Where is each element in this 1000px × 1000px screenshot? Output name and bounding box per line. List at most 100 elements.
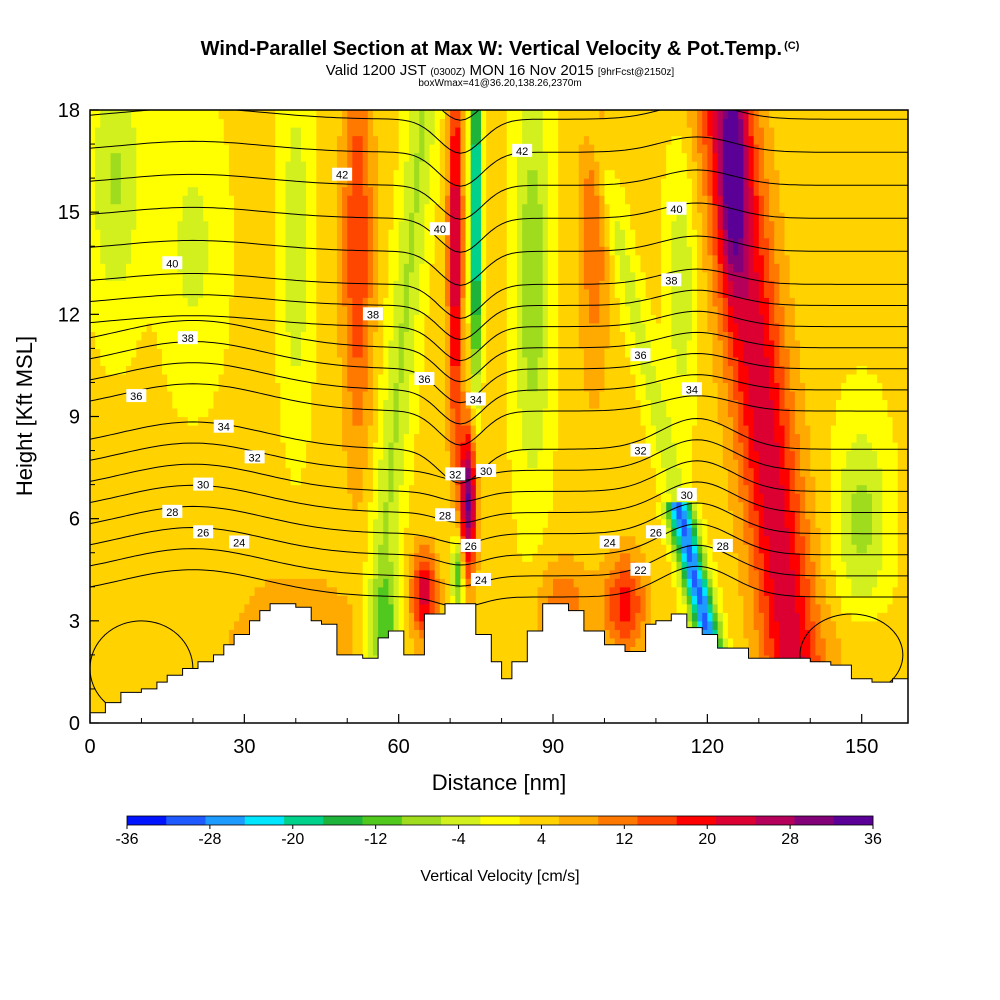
velocity-cell (218, 390, 225, 401)
velocity-cell (182, 152, 189, 162)
velocity-cell (115, 629, 122, 639)
velocity-cell (162, 578, 168, 588)
velocity-cell (419, 135, 425, 145)
velocity-cell (203, 288, 209, 298)
velocity-cell (429, 127, 436, 137)
velocity-cell (414, 603, 420, 613)
velocity-cell (120, 254, 127, 264)
velocity-cell (100, 178, 107, 188)
velocity-cell (290, 161, 297, 171)
velocity-cell (439, 305, 446, 315)
velocity-cell (270, 407, 276, 418)
velocity-cell (372, 220, 379, 230)
velocity-cell (403, 161, 410, 171)
velocity-cell (331, 373, 338, 384)
velocity-cell (378, 442, 384, 452)
velocity-cell (367, 135, 374, 145)
velocity-cell (419, 280, 425, 290)
velocity-cell (249, 118, 256, 128)
velocity-cell (347, 637, 353, 647)
velocity-cell (403, 280, 410, 290)
velocity-cell (177, 518, 184, 528)
velocity-cell (244, 459, 251, 469)
velocity-cell (362, 169, 369, 179)
velocity-cell (203, 229, 209, 239)
velocity-cell (414, 161, 420, 171)
velocity-cell (316, 535, 323, 545)
velocity-cell (408, 127, 415, 137)
velocity-cell (100, 297, 107, 307)
velocity-cell (151, 603, 158, 613)
velocity-cell (156, 305, 163, 315)
velocity-cell (213, 390, 220, 401)
velocity-cell (408, 467, 415, 477)
velocity-cell (419, 484, 425, 494)
velocity-cell (336, 552, 343, 562)
velocity-cell (331, 493, 338, 503)
velocity-cell (378, 629, 384, 639)
velocity-cell (228, 578, 235, 588)
velocity-cell (408, 442, 415, 452)
velocity-cell (311, 433, 317, 443)
velocity-cell (228, 527, 235, 537)
velocity-cell (126, 297, 132, 307)
velocity-cell (213, 271, 220, 281)
velocity-cell (403, 339, 410, 349)
velocity-cell (300, 527, 307, 537)
velocity-cell (434, 373, 441, 384)
velocity-cell (177, 348, 184, 358)
velocity-cell (429, 510, 436, 520)
velocity-cell (367, 416, 374, 426)
velocity-cell (203, 203, 209, 213)
velocity-cell (131, 595, 137, 605)
velocity-cell (388, 144, 395, 154)
velocity-cell (403, 178, 410, 188)
velocity-cell (434, 322, 441, 332)
velocity-cell (136, 254, 143, 264)
velocity-cell (331, 348, 338, 358)
velocity-cell (372, 595, 379, 605)
velocity-cell (403, 246, 410, 256)
velocity-cell (177, 578, 184, 588)
velocity-cell (136, 663, 143, 673)
velocity-cell (234, 203, 240, 213)
velocity-cell (259, 390, 266, 401)
velocity-cell (95, 382, 101, 392)
velocity-cell (239, 476, 245, 486)
velocity-cell (280, 501, 287, 511)
velocity-cell (280, 314, 287, 324)
velocity-cell (280, 416, 287, 426)
velocity-cell (280, 305, 287, 315)
velocity-cell (156, 510, 163, 520)
velocity-cell (228, 637, 235, 647)
velocity-cell (110, 671, 117, 682)
velocity-cell (352, 144, 359, 154)
velocity-cell (131, 127, 137, 137)
velocity-cell (249, 390, 256, 401)
velocity-cell (192, 578, 199, 588)
velocity-cell (275, 271, 281, 281)
velocity-cell (105, 280, 112, 290)
velocity-cell (249, 297, 256, 307)
velocity-cell (424, 305, 431, 315)
velocity-cell (264, 595, 271, 605)
velocity-cell (285, 578, 292, 588)
velocity-cell (203, 220, 209, 230)
velocity-cell (295, 518, 302, 528)
velocity-cell (398, 467, 405, 477)
velocity-cell (275, 237, 281, 247)
velocity-cell (367, 186, 374, 196)
velocity-cell (347, 510, 353, 520)
velocity-cell (403, 399, 410, 409)
velocity-cell (414, 212, 420, 222)
velocity-cell (105, 254, 112, 264)
velocity-cell (270, 288, 276, 298)
velocity-cell (131, 237, 137, 247)
velocity-cell (254, 127, 261, 137)
velocity-cell (378, 484, 384, 494)
velocity-cell (270, 237, 276, 247)
velocity-cell (213, 356, 220, 367)
velocity-cell (429, 390, 436, 401)
velocity-cell (167, 390, 173, 401)
velocity-cell (90, 603, 96, 613)
